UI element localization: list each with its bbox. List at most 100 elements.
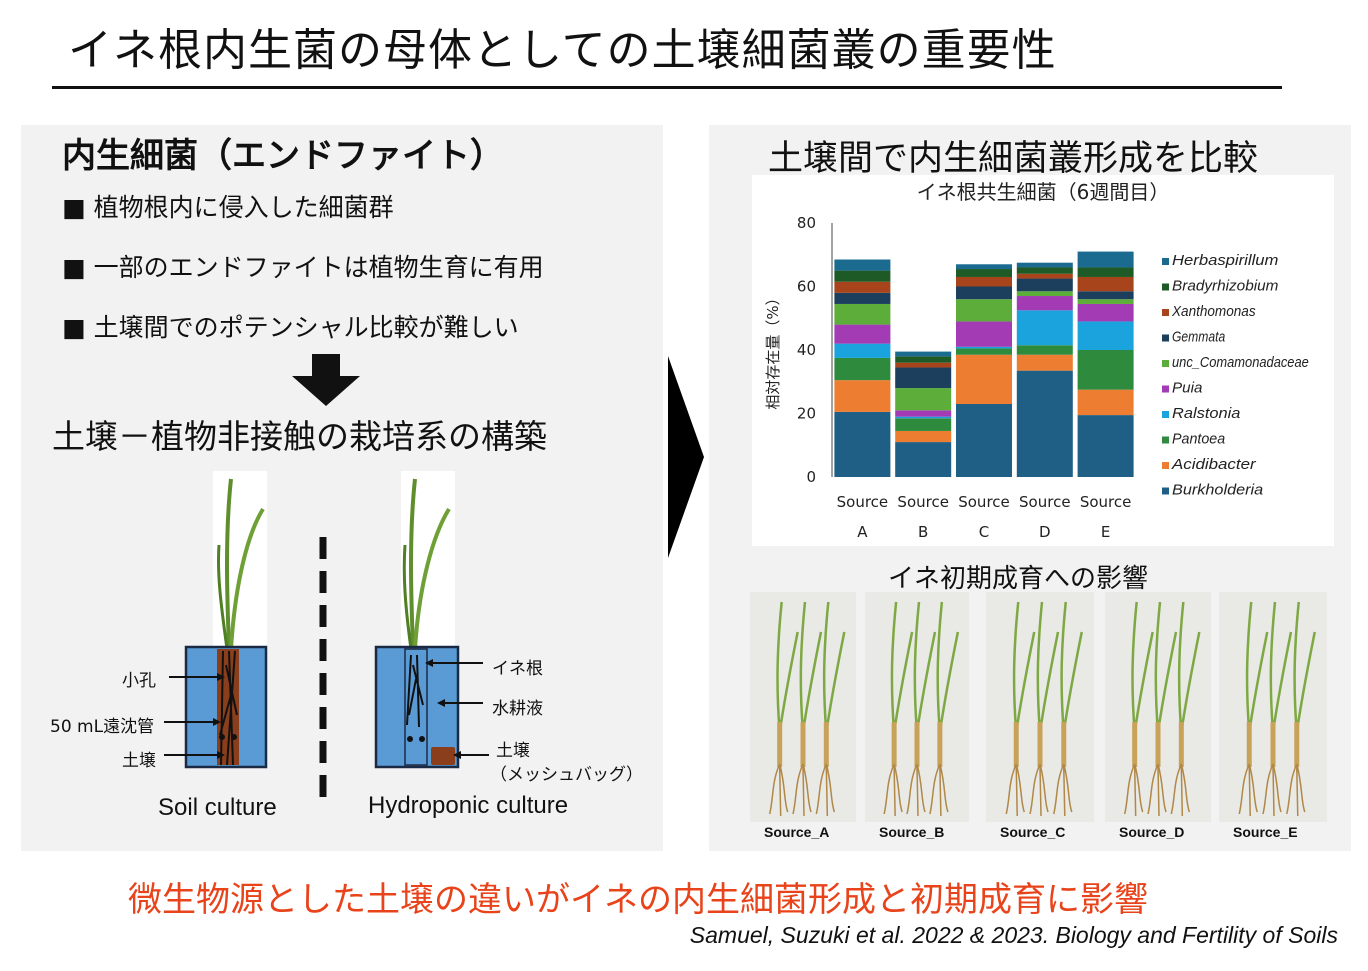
x-tick-label-letter: A bbox=[857, 523, 868, 541]
seedling-photo-row: Source_A Source_B Source_C Source_D Source_E bbox=[750, 592, 1330, 842]
bar-segment-acidibacter bbox=[956, 354, 1012, 404]
bar-segment-xanthomonas bbox=[834, 281, 891, 293]
legend-label: Pantoea bbox=[1172, 431, 1225, 448]
bar-segment-puia bbox=[1077, 303, 1134, 322]
bar-segment-pantoea bbox=[1077, 350, 1134, 390]
legend-label: Burkholderia bbox=[1172, 482, 1263, 499]
photo-label: Source_A bbox=[764, 824, 830, 840]
seedling-illustration bbox=[1123, 601, 1201, 817]
bar-segment-herbaspirillum bbox=[1077, 251, 1134, 268]
y-tick-label: 0 bbox=[806, 468, 816, 486]
legend-swatch bbox=[1162, 462, 1169, 469]
seedling-photo bbox=[986, 592, 1094, 822]
bar-segment-unc_comamonadaceae bbox=[1077, 299, 1134, 304]
legend-swatch bbox=[1162, 258, 1169, 265]
photo-label: Source_B bbox=[879, 824, 945, 840]
legend-swatch bbox=[1162, 487, 1169, 495]
x-tick-label-letter: B bbox=[918, 523, 928, 541]
bullet-1: ■ 植物根内に侵入した細菌群 bbox=[62, 193, 394, 222]
bar-segment-gemmata bbox=[1016, 278, 1073, 292]
bullet-2: ■ 一部のエンドファイトは植物生育に有用 bbox=[62, 253, 544, 282]
bar-segment-herbaspirillum bbox=[895, 351, 952, 357]
x-tick-label: Source bbox=[958, 493, 1010, 511]
legend-swatch bbox=[1162, 385, 1169, 393]
label-mesh-bag: （メッシュバッグ） bbox=[490, 765, 643, 785]
x-tick-label: Source bbox=[897, 493, 949, 511]
bar-segment-herbaspirillum bbox=[834, 259, 891, 271]
x-tick-label-letter: E bbox=[1101, 523, 1110, 541]
bar-segment-xanthomonas bbox=[895, 362, 952, 368]
seedling-illustration bbox=[883, 601, 960, 817]
x-tick-label: Source bbox=[1019, 493, 1071, 511]
label-rice-root: イネ根 bbox=[492, 659, 543, 679]
bar-segment-gemmata bbox=[956, 286, 1012, 300]
citation-text: Samuel, Suzuki et al. 2022 & 2023. Biolo… bbox=[689, 922, 1338, 948]
down-arrow-icon bbox=[292, 354, 360, 406]
bar-segment-herbaspirillum bbox=[956, 264, 1012, 270]
label-soil: 土壌 bbox=[122, 751, 156, 771]
legend-label: Acidibacter bbox=[1171, 456, 1257, 473]
bar-segment-xanthomonas bbox=[1016, 273, 1073, 279]
bar-segment-unc_comamonadaceae bbox=[895, 388, 952, 411]
bar-segment-acidibacter bbox=[895, 430, 952, 443]
chart-container: イネ根共生細菌（6週間目） 0 20 40 60 80 相対存在量（%） Source A Sou… bbox=[752, 175, 1334, 546]
bar-segment-burkholderia bbox=[956, 403, 1012, 477]
legend-swatch bbox=[1162, 309, 1169, 316]
photo-label: Source_D bbox=[1119, 824, 1185, 840]
x-tick-label-letter: C bbox=[979, 523, 989, 541]
seedling-illustration bbox=[1005, 601, 1083, 817]
legend-label: Ralstonia bbox=[1172, 405, 1240, 422]
bar-segment-bradyrhizobium bbox=[1077, 267, 1134, 277]
bar-segment-xanthomonas bbox=[956, 276, 1012, 287]
label-centrifuge-tube: 50 mL遠沈管 bbox=[50, 717, 155, 737]
bar-segment-pantoea bbox=[895, 418, 952, 431]
bar-segment-unc_comamonadaceae bbox=[1016, 291, 1073, 297]
bar-segment-ralstonia bbox=[834, 343, 891, 358]
photo-label: Source_E bbox=[1233, 824, 1298, 840]
bar-segment-acidibacter bbox=[1077, 389, 1134, 416]
y-axis-label: 相対存在量（%） bbox=[764, 290, 782, 409]
legend-label: Gemmata bbox=[1172, 329, 1225, 346]
bar-segment-burkholderia bbox=[1016, 370, 1073, 477]
bar-segment-pantoea bbox=[956, 348, 1012, 355]
bar-segment-pantoea bbox=[1016, 345, 1073, 355]
bar-segment-unc_comamonadaceae bbox=[956, 299, 1012, 322]
y-tick-label: 80 bbox=[797, 214, 816, 232]
label-hydroponic-solution: 水耕液 bbox=[492, 699, 543, 719]
bar-segment-pantoea bbox=[834, 357, 891, 381]
bullet-3: ■ 土壌間でのポテンシャル比較が難しい bbox=[62, 313, 519, 342]
bar-segment-gemmata bbox=[1077, 291, 1134, 300]
bar-segment-ralstonia bbox=[1016, 310, 1073, 346]
seedling-photo bbox=[1105, 592, 1211, 822]
hydroponic-culture-caption: Hydroponic culture bbox=[368, 792, 569, 819]
stacked-bar-chart: イネ根共生細菌（6週間目） 0 20 40 60 80 相対存在量（%） Source A Sou… bbox=[764, 180, 1309, 541]
bar-segment-burkholderia bbox=[1077, 415, 1134, 477]
seedling-illustration bbox=[1238, 601, 1316, 817]
bar-segment-burkholderia bbox=[834, 411, 891, 477]
y-tick-label: 20 bbox=[797, 405, 816, 423]
page-title: イネ根内生菌の母体としての土壌細菌叢の重要性 bbox=[68, 25, 1057, 76]
legend-label: Xanthomonas bbox=[1171, 303, 1256, 320]
endophyte-heading: 内生細菌（エンドファイト） bbox=[62, 136, 504, 176]
legend-swatch bbox=[1162, 411, 1169, 418]
seedling-photo bbox=[1219, 592, 1327, 822]
bar-segment-bradyrhizobium bbox=[895, 356, 952, 363]
bar-segment-puia bbox=[895, 410, 952, 417]
chevron-right-icon bbox=[668, 356, 704, 558]
bar-segment-bradyrhizobium bbox=[834, 270, 891, 282]
comparison-heading: 土壌間で内生細菌叢形成を比較 bbox=[768, 139, 1259, 179]
bar-segment-unc_comamonadaceae bbox=[834, 303, 891, 325]
seedling-illustration bbox=[768, 601, 846, 817]
soil-culture-caption: Soil culture bbox=[158, 794, 277, 821]
bar-segment-puia bbox=[834, 324, 891, 344]
legend-label: unc_Comamonadaceae bbox=[1172, 354, 1309, 371]
chart-title: イネ根共生細菌（6週間目） bbox=[917, 180, 1170, 204]
conclusion-text: 微生物源とした土壌の違いがイネの内生細菌形成と初期成育に影響 bbox=[128, 880, 1148, 920]
bar-segment-acidibacter bbox=[834, 380, 891, 412]
photo-label: Source_C bbox=[1000, 824, 1066, 840]
bar-segment-xanthomonas bbox=[1077, 276, 1134, 292]
bar-segment-bradyrhizobium bbox=[1016, 267, 1073, 274]
seedling-photo bbox=[865, 592, 969, 822]
left-panel bbox=[21, 125, 663, 851]
culture-system-diagram bbox=[164, 471, 489, 801]
